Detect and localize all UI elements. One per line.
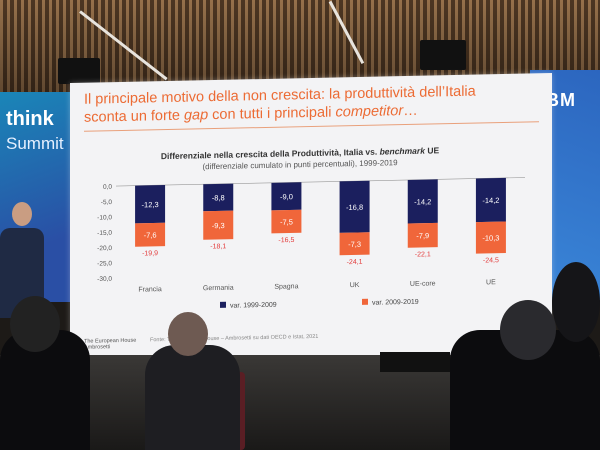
bar-value-label: -7,3 <box>348 240 361 249</box>
bar-value-label: -10,3 <box>482 233 499 242</box>
bar-segment-2009-2019 <box>339 232 370 256</box>
bar-segment-1999-2009 <box>271 182 302 211</box>
category-label: Spagna <box>274 283 298 291</box>
event-brand-line1: think <box>6 108 54 130</box>
bar-value-label: -8,8 <box>212 193 225 202</box>
category-label: Germania <box>203 285 234 293</box>
bar-total-label: -22,1 <box>415 251 431 258</box>
category-label: Francia <box>138 286 161 293</box>
y-tick-label: -25,0 <box>97 260 112 267</box>
footer-org: The European House Ambrosetti <box>84 338 136 351</box>
bar-chart: 0,0 -5,0 -10,0 -15,0 -20,0 -25,0 -30,0 -12,3 -7,… <box>97 177 525 310</box>
category-label: UE-core <box>410 280 436 288</box>
bar-value-label: -14,2 <box>414 197 431 206</box>
audience-member-center <box>145 345 240 450</box>
y-tick-label: -30,0 <box>97 276 112 283</box>
bar-value-label: -7,6 <box>144 231 157 240</box>
audience-member-left <box>0 330 90 450</box>
bar-segment-2009-2019 <box>407 222 438 248</box>
bar-segment-1999-2009 <box>135 185 166 224</box>
bar-segment-1999-2009 <box>407 179 438 224</box>
category-label: UK <box>350 282 360 289</box>
bar-segment-2009-2019 <box>475 221 506 254</box>
bar-total-label: -16,5 <box>278 237 294 244</box>
y-tick-label: -15,0 <box>97 230 112 237</box>
y-tick-label: -20,0 <box>97 245 112 252</box>
stage-monitor <box>380 352 450 372</box>
bar-value-label: -9,3 <box>212 221 225 230</box>
bar-total-label: -24,1 <box>347 259 363 266</box>
projection-screen: Il principale motivo della non crescita:… <box>70 72 552 364</box>
category-label: UE <box>486 279 496 286</box>
legend-swatch <box>362 298 368 305</box>
audience-head-right <box>500 300 556 360</box>
bar-segment-2009-2019 <box>203 210 234 240</box>
bar-segment-2009-2019 <box>271 209 302 234</box>
bar-value-label: -7,9 <box>416 231 429 240</box>
bar-total-label: -24,5 <box>483 257 499 264</box>
y-tick-label: -10,0 <box>97 214 112 221</box>
bar-value-label: -7,5 <box>280 217 293 226</box>
bar-total-label: -19,9 <box>142 250 158 257</box>
bar-segment-1999-2009 <box>475 177 506 223</box>
legend-label: var. 1999-2009 <box>230 302 277 310</box>
audience-head-far-right <box>552 262 600 342</box>
bar-total-label: -18,1 <box>210 243 226 250</box>
audience-head-left <box>10 296 60 352</box>
projector-left <box>58 58 100 84</box>
bar-value-label: -9,0 <box>280 192 293 201</box>
x-axis-line <box>116 177 525 187</box>
bar-segment-2009-2019 <box>135 222 166 247</box>
speaker-head <box>12 202 32 226</box>
audience-head-center <box>168 312 208 356</box>
bar-segment-1999-2009 <box>203 183 234 212</box>
bar-value-label: -12,3 <box>142 200 159 209</box>
event-brand-line2: Summit <box>6 134 64 153</box>
y-tick-label: 0,0 <box>103 184 112 191</box>
projector-right <box>420 40 466 70</box>
bar-value-label: -14,2 <box>482 196 499 205</box>
legend-swatch <box>220 301 226 308</box>
bar-value-label: -16,8 <box>346 203 363 212</box>
bar-segment-1999-2009 <box>339 180 370 233</box>
legend-label: var. 2009-2019 <box>372 299 419 307</box>
y-tick-label: -5,0 <box>101 199 113 206</box>
